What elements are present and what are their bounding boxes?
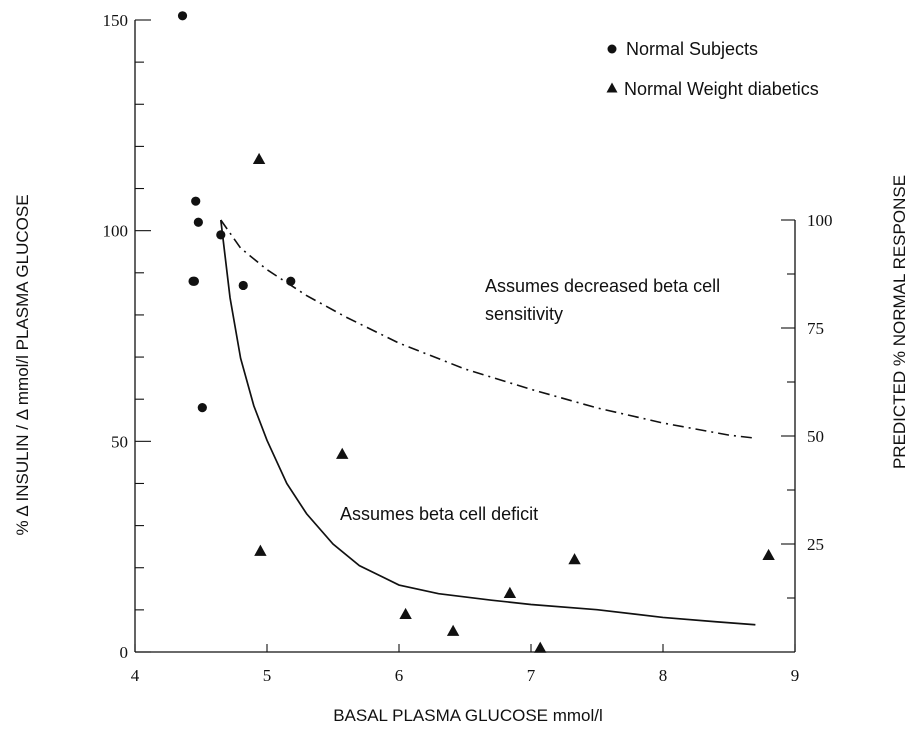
normal-subject-point bbox=[286, 276, 296, 286]
diabetic-point bbox=[336, 447, 349, 459]
normal-subject-point bbox=[216, 230, 226, 240]
annotation-decreased-sensitivity-line-2: sensitivity bbox=[485, 304, 563, 324]
y-left-tick-label: 0 bbox=[120, 643, 129, 662]
diabetic-point bbox=[503, 586, 517, 598]
x-tick-label: 9 bbox=[791, 666, 800, 685]
y-right-tick-label: 50 bbox=[807, 427, 824, 446]
normal-subject-point bbox=[191, 196, 201, 206]
y-right-tick-label: 75 bbox=[807, 319, 824, 338]
normal-subject-point bbox=[189, 276, 199, 286]
normal-subject-point bbox=[197, 403, 207, 413]
x-tick-label: 4 bbox=[131, 666, 140, 685]
curves-layer bbox=[219, 219, 756, 626]
x-axis-label: BASAL PLASMA GLUCOSE mmol/l bbox=[333, 706, 603, 725]
diabetic-point bbox=[762, 548, 775, 561]
axes-layer: 0 50 100 150 4 5 6 7 8 9 25 50 75 100 bbox=[103, 11, 833, 685]
diabetic-point bbox=[568, 553, 581, 565]
legend-label-normal-subjects: Normal Subjects bbox=[626, 39, 758, 59]
y-left-tick-label: 100 bbox=[103, 222, 129, 241]
curve-decreased-beta-cell-sensitivity bbox=[220, 219, 756, 439]
normal-subject-point bbox=[238, 280, 248, 291]
legend-triangle-marker bbox=[606, 82, 618, 93]
y-axis-right-label: PREDICTED % NORMAL RESPONSE bbox=[890, 175, 909, 469]
x-tick-label: 5 bbox=[263, 666, 272, 685]
annotation-beta-cell-deficit: Assumes beta cell deficit bbox=[340, 504, 538, 524]
y-right-tick-label: 25 bbox=[807, 535, 824, 554]
points-layer bbox=[177, 11, 775, 653]
x-tick-label: 7 bbox=[527, 666, 536, 685]
legend-circle-marker bbox=[607, 44, 617, 54]
y-right-tick-label: 100 bbox=[807, 211, 833, 230]
diabetic-point bbox=[252, 152, 266, 164]
diabetic-point bbox=[254, 544, 267, 556]
curve-beta-cell-deficit bbox=[219, 219, 756, 626]
y-left-tick-label: 50 bbox=[111, 432, 128, 451]
annotation-decreased-sensitivity-line-1: Assumes decreased beta cell bbox=[485, 276, 720, 296]
legend: Normal Subjects Normal Weight diabetics bbox=[606, 39, 819, 99]
diabetic-point bbox=[446, 624, 460, 636]
normal-subject-point bbox=[177, 11, 188, 21]
legend-label-normal-weight-diabetics: Normal Weight diabetics bbox=[624, 79, 819, 99]
x-tick-label: 6 bbox=[395, 666, 404, 685]
y-axis-left-label: % Δ INSULIN / Δ mmol/l PLASMA GLUCOSE bbox=[13, 194, 32, 535]
y-left-tick-label: 150 bbox=[103, 11, 129, 30]
x-tick-label: 8 bbox=[659, 666, 668, 685]
diabetic-point bbox=[399, 607, 412, 620]
diabetic-point bbox=[534, 641, 547, 653]
normal-subject-point bbox=[193, 217, 203, 227]
